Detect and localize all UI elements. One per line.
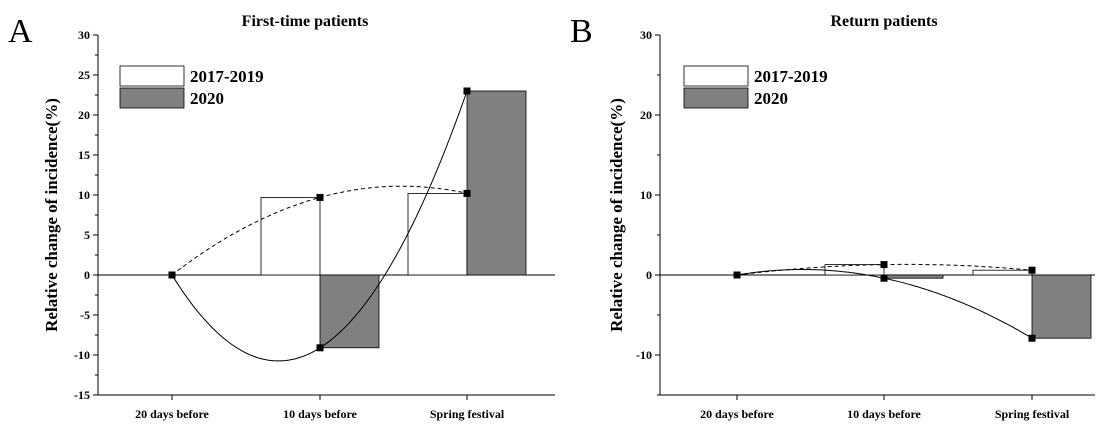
panel-b-point-marker xyxy=(880,274,888,282)
panel-b-y-ticks: 30 20 10 0 -10 xyxy=(636,28,660,396)
panel-b-y-tick-label: 30 xyxy=(640,28,652,42)
panel-a-point-marker xyxy=(316,344,324,352)
panel-a-y-axis-label: Relative change of incidence(%) xyxy=(42,98,61,332)
legend-label: 2017-2019 xyxy=(190,67,264,86)
panel-a-y-tick-label: 30 xyxy=(78,28,90,42)
panel-a-y-tick-label: 25 xyxy=(78,68,90,82)
panel-a-point-marker xyxy=(463,189,471,197)
legend-label: 2020 xyxy=(190,89,224,108)
panel-a-letter: A xyxy=(8,13,33,50)
panel-b-bar-2020 xyxy=(883,274,944,279)
panel-a-y-tick-label: 15 xyxy=(78,148,90,162)
panel-a-category-label: Spring festival xyxy=(430,407,505,421)
panel-a: A First-time patients 30 25 20 15 10 5 0 -5 -10 -… xyxy=(8,13,555,421)
panel-a-title: First-time patients xyxy=(242,13,369,30)
panel-a-bar-2020 xyxy=(466,90,527,276)
panel-a-category-label: 10 days before xyxy=(283,407,357,421)
panel-b-curves xyxy=(733,261,1036,342)
legend-label: 2017-2019 xyxy=(754,67,828,86)
panel-b-title: Return patients xyxy=(830,13,937,30)
panel-a-y-tick-label: -15 xyxy=(74,388,90,402)
panel-b-category-label: 20 days before xyxy=(700,407,774,421)
panel-b-letter: B xyxy=(570,13,593,50)
panel-b-point-marker xyxy=(733,271,741,279)
panel-a-y-tick-label: 10 xyxy=(78,188,90,202)
panel-a-category-label: 20 days before xyxy=(135,407,209,421)
panel-b-point-marker xyxy=(1028,266,1036,274)
panel-b-y-tick-label: 20 xyxy=(640,108,652,122)
panel-b-point-marker xyxy=(880,261,888,269)
panel-a-y-tick-label: 5 xyxy=(84,228,90,242)
panel-b-y-tick-label: -10 xyxy=(636,348,652,362)
panel-a-bars xyxy=(171,90,527,400)
panel-b-category-labels: 20 days before 10 days before Spring fes… xyxy=(700,407,1070,421)
panel-b-bar-2017-2019 xyxy=(972,269,1033,276)
panel-b-category-label: Spring festival xyxy=(995,407,1070,421)
panel-b-y-axis-label: Relative change of incidence(%) xyxy=(607,98,626,332)
legend-swatch-2017-2019 xyxy=(683,65,749,87)
panel-a-curves xyxy=(168,87,471,362)
panel-a-point-marker xyxy=(168,271,176,279)
panel-a-y-tick-label: 20 xyxy=(78,108,90,122)
panel-b-bar-2020 xyxy=(1031,274,1092,339)
panel-b-category-label: 10 days before xyxy=(847,407,921,421)
panel-b-legend: 2017-2019 2020 xyxy=(683,65,828,109)
panel-a-y-tick-label: -5 xyxy=(80,308,90,322)
panel-a-legend: 2017-2019 2020 xyxy=(119,65,264,109)
panel-b-y-tick-label: 0 xyxy=(646,268,652,282)
panel-b-y-tick-label: 10 xyxy=(640,188,652,202)
panel-a-bar-2020 xyxy=(319,274,380,349)
panel-a-y-ticks: 30 25 20 15 10 5 0 -5 -10 -15 xyxy=(74,28,98,402)
panel-a-y-tick-label: -10 xyxy=(74,348,90,362)
legend-swatch-2020 xyxy=(683,87,749,109)
legend-swatch-2017-2019 xyxy=(119,65,185,87)
panel-a-point-marker xyxy=(316,193,324,201)
legend-swatch-2020 xyxy=(119,87,185,109)
panel-a-bar-2017-2019 xyxy=(407,192,468,276)
panel-a-y-tick-label: 0 xyxy=(84,268,90,282)
panel-b: B Return patients 30 20 10 0 -10 20 days bef… xyxy=(570,13,1095,421)
panel-b-bars xyxy=(736,264,1092,400)
panel-a-bar-2017-2019 xyxy=(260,196,321,276)
legend-label: 2020 xyxy=(754,89,788,108)
panel-a-category-labels: 20 days before 10 days before Spring fes… xyxy=(135,407,505,421)
panel-a-point-marker xyxy=(463,87,471,95)
panel-b-point-marker xyxy=(1028,334,1036,342)
